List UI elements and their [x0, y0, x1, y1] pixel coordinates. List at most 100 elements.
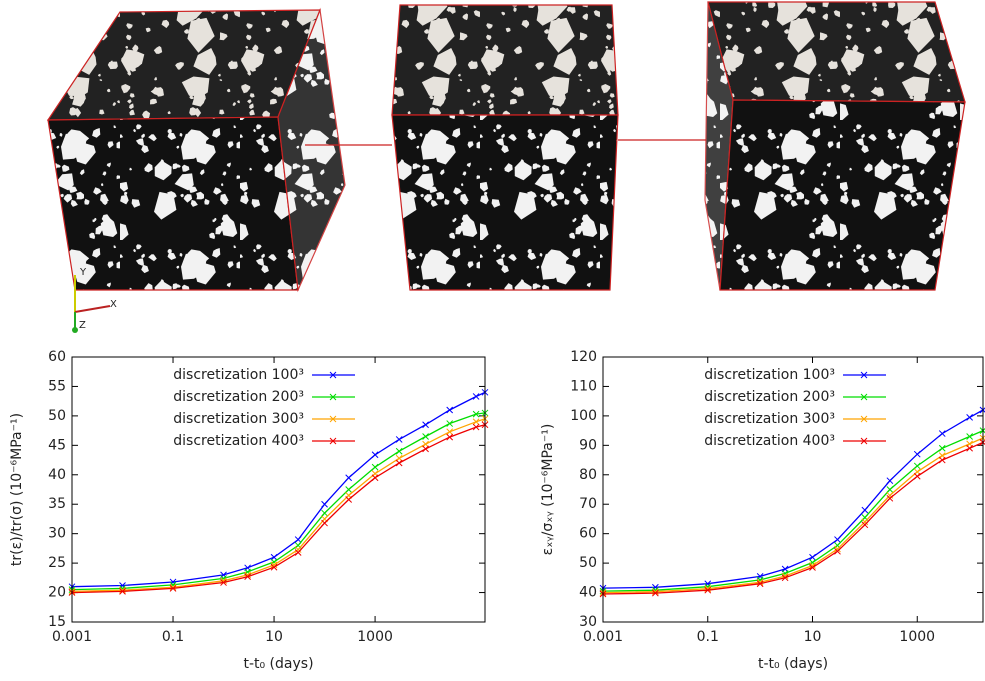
point-marker: [938, 444, 946, 452]
y-tick-label: 55: [48, 378, 66, 394]
y-axis-label: εₓᵧ/σₓᵧ (10⁻⁶MPa⁻¹): [540, 424, 556, 556]
y-tick-label: 50: [48, 408, 66, 424]
point-marker: [446, 428, 454, 436]
y-tick-label: 70: [579, 496, 597, 512]
point-marker: [966, 444, 973, 452]
point-marker: [913, 462, 921, 470]
point-marker: [472, 410, 480, 418]
point-marker: [446, 433, 454, 441]
legend-marker: [860, 437, 868, 445]
point-marker: [371, 474, 379, 482]
y-tick-label: 30: [48, 526, 66, 542]
cube-face: [391, 4, 619, 116]
point-marker: [294, 546, 302, 553]
y-tick-label: 60: [48, 349, 66, 365]
point-marker: [446, 420, 454, 427]
series-line: [71, 424, 486, 594]
x-tick-label: 0.001: [583, 629, 623, 645]
point-marker: [294, 536, 302, 543]
point-marker: [119, 582, 126, 589]
y-tick-label: 40: [48, 467, 66, 483]
y-tick-label: 45: [48, 437, 66, 453]
point-marker: [704, 580, 712, 588]
point-marker: [395, 454, 403, 462]
point-marker: [321, 519, 328, 527]
point-marker: [169, 583, 177, 591]
y-tick-label: 120: [570, 349, 597, 365]
plot-frame: [71, 356, 486, 623]
y-tick-label: 15: [48, 614, 66, 630]
point-marker: [321, 509, 328, 517]
point-marker: [472, 423, 480, 431]
point-marker: [371, 463, 379, 471]
cube-face: [277, 7, 346, 293]
y-axis-label: tr(ε)/tr(σ) (10⁻⁶MPa⁻¹): [9, 413, 25, 566]
legend-label: discretization 300³: [704, 411, 835, 427]
point-marker: [834, 536, 841, 543]
point-marker: [913, 450, 921, 458]
legend-marker: [329, 371, 337, 379]
point-marker: [472, 393, 480, 400]
triad-dot: [72, 327, 78, 333]
x-tick-label: 1000: [899, 629, 935, 645]
legend-marker: [860, 393, 868, 401]
point-marker: [422, 433, 429, 440]
point-marker: [321, 500, 328, 508]
cube-face: [707, 1, 966, 103]
point-marker: [345, 496, 353, 503]
y-tick-label: 60: [579, 526, 597, 542]
point-marker: [834, 545, 841, 553]
point-marker: [472, 418, 480, 426]
point-marker: [345, 486, 353, 493]
point-marker: [395, 436, 403, 443]
legend-label: discretization 100³: [173, 367, 304, 383]
point-marker: [834, 547, 841, 555]
point-marker: [886, 486, 894, 493]
point-marker: [395, 447, 403, 455]
point-marker: [809, 553, 816, 561]
point-marker: [422, 445, 429, 453]
point-marker: [809, 562, 816, 569]
point-marker: [886, 477, 894, 485]
point-marker: [781, 574, 789, 582]
series-line: [602, 430, 984, 592]
cube-face: [391, 114, 619, 291]
legend-label: discretization 300³: [173, 411, 304, 427]
point-marker: [756, 580, 764, 588]
legend-marker: [860, 415, 868, 423]
series-line: [602, 437, 984, 594]
point-marker: [169, 585, 177, 592]
y-tick-label: 110: [570, 378, 597, 394]
y-tick-label: 40: [579, 585, 597, 601]
point-marker: [886, 494, 894, 502]
point-marker: [809, 564, 816, 571]
point-marker: [886, 492, 894, 499]
point-marker: [913, 472, 921, 480]
specimen-renderings: [46, 1, 966, 293]
legend-marker: [329, 415, 337, 423]
triad-label: Z: [79, 320, 86, 331]
triad-axis: [74, 305, 111, 313]
point-marker: [294, 549, 302, 556]
point-marker: [422, 421, 429, 429]
triad-label: Y: [79, 267, 87, 278]
point-marker: [220, 579, 227, 586]
point-marker: [861, 506, 869, 514]
x-tick-label: 1000: [357, 629, 393, 645]
y-tick-label: 80: [579, 467, 597, 483]
x-tick-label: 10: [804, 629, 822, 645]
legend-label: discretization 400³: [173, 433, 304, 449]
legend-label: discretization 100³: [704, 367, 835, 383]
cube-face: [47, 116, 299, 291]
y-tick-label: 35: [48, 496, 66, 512]
y-tick-label: 100: [570, 408, 597, 424]
point-marker: [345, 474, 353, 482]
y-tick-label: 20: [48, 585, 66, 601]
cube-face: [46, 9, 321, 121]
point-marker: [270, 563, 278, 571]
point-marker: [704, 586, 712, 594]
legend-label: discretization 200³: [173, 389, 304, 405]
x-axis-label: t-t₀ (days): [758, 656, 828, 672]
x-axis-label: t-t₀ (days): [243, 656, 313, 672]
